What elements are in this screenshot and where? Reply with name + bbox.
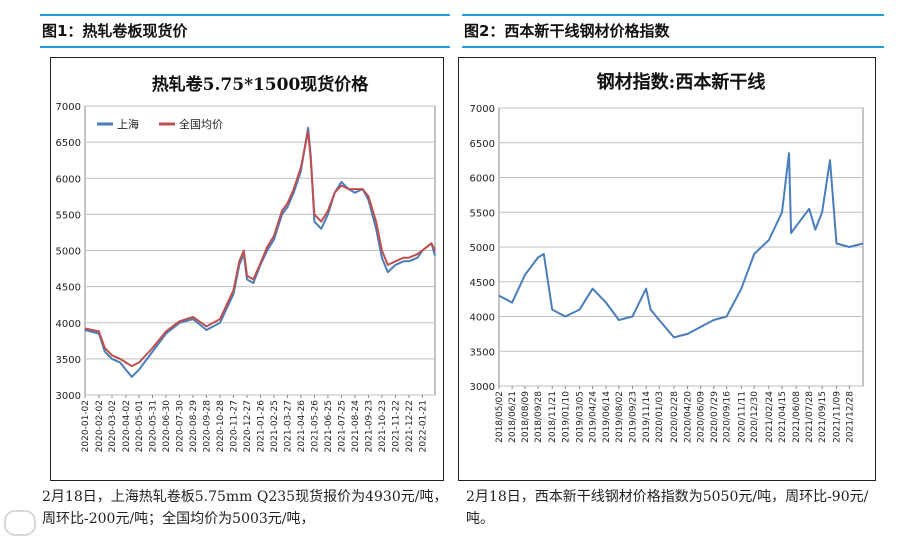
x-tick-label: 2021-11-22 <box>391 400 401 452</box>
x-tick-label: 2018/05/02 <box>495 391 505 443</box>
x-tick-label: 2020/12/30 <box>750 391 760 443</box>
y-tick-label: 3500 <box>470 347 495 358</box>
chart-2-svg: 钢材指数:西本新干线 3000 3500 4000 4500 5000 5500 6000 65… <box>470 71 864 443</box>
x-tick-label: 2020/04/20 <box>684 391 694 443</box>
x-tick-label: 2020-03-02 <box>108 400 118 452</box>
chart-1-frame: 热轧卷5.75*1500现货价格 3000 3500 4000 4500 5000 5500… <box>50 57 444 481</box>
x-tick-label: 2021/11/09 <box>833 391 843 443</box>
x-tick-label: 2019/01/10 <box>561 391 571 443</box>
x-tick-label: 2021/09/15 <box>818 391 828 443</box>
x-tick-label: 2020-05-31 <box>148 400 158 452</box>
x-tick-label: 2020-04-02 <box>122 400 132 452</box>
x-tick-label: 2020-09-28 <box>202 400 212 453</box>
chart-title: 钢材指数:西本新干线 <box>597 71 766 93</box>
x-tick-label: 2020/09/16 <box>723 391 733 443</box>
x-tick-label: 2018/08/09 <box>521 391 531 443</box>
x-tick-label: 2021/04/15 <box>778 391 788 443</box>
x-tick-label: 2019/03/05 <box>576 391 586 443</box>
y-tick-label: 4500 <box>470 278 495 289</box>
x-tick-label: 2021-10-23 <box>378 400 388 452</box>
title-rule-right <box>462 46 884 48</box>
chart-2-frame: 钢材指数:西本新干线 3000 3500 4000 4500 5000 5500 6000 65… <box>458 57 876 481</box>
x-tick-label: 2018/11/21 <box>548 391 558 443</box>
x-tick-label: 2020/02/28 <box>670 391 680 443</box>
x-tick-label: 2021-02-25 <box>270 400 280 452</box>
x-tick-label: 2021/07/28 <box>805 391 815 443</box>
x-tick-label: 2021-08-24 <box>351 400 361 453</box>
y-tick-label: 6500 <box>470 139 495 150</box>
x-tick-label: 2020-08-29 <box>189 400 199 453</box>
chart-1-svg: 热轧卷5.75*1500现货价格 3000 3500 4000 4500 5000 5500… <box>56 74 436 453</box>
x-tick-label: 2019/08/02 <box>615 391 625 443</box>
x-tick-label: 2021-05-26 <box>310 400 320 453</box>
x-tick-label: 2020/01/03 <box>655 391 665 443</box>
x-tick-label: 2019/06/14 <box>602 391 612 443</box>
figure-2-caption: 2月18日，西本新干线钢材价格指数为5050元/吨，周环比-90元/吨。 <box>466 489 869 527</box>
x-tick-label: 2020-05-01 <box>135 400 145 452</box>
x-tick-label: 2018/09/28 <box>534 391 544 443</box>
x-tick-label: 2020-11-27 <box>229 400 239 452</box>
figure-1-caption: 2月18日，上海热轧卷板5.75mm Q235现货报价为4930元/吨，周环比-… <box>42 489 448 527</box>
x-tick-label: 2021-03-27 <box>283 400 293 452</box>
x-tick-label: 2020-06-30 <box>162 400 172 453</box>
y-tick-label: 4000 <box>56 319 81 330</box>
x-tick-label: 2021-01-26 <box>256 400 266 453</box>
y-tick-label: 4000 <box>470 313 495 324</box>
title-rule-left <box>40 46 450 48</box>
x-tick-label: 2021-07-25 <box>337 400 347 452</box>
x-tick-label: 2020-10-28 <box>216 400 226 453</box>
watermark-logo <box>4 510 36 536</box>
x-tick-label: 2019/11/14 <box>642 391 652 443</box>
y-tick-label: 5000 <box>56 247 81 258</box>
y-tick-label: 3500 <box>56 355 81 366</box>
series-line-1 <box>84 126 436 378</box>
x-tick-label: 2019/04/24 <box>589 391 599 443</box>
y-tick-label: 5000 <box>470 243 495 254</box>
series-line-2 <box>84 130 436 368</box>
x-tick-label: 2021/06/08 <box>792 391 802 443</box>
top-rule-left <box>40 14 450 16</box>
x-tick-label: 2021-09-23 <box>364 400 374 452</box>
y-tick-label: 5500 <box>56 210 81 221</box>
y-tick-label: 3000 <box>56 391 81 402</box>
x-tick-label: 2020-12-27 <box>243 400 253 452</box>
chart-title: 热轧卷5.75*1500现货价格 <box>152 74 370 95</box>
series-line-1 <box>498 152 864 339</box>
y-tick-label: 7000 <box>470 104 495 115</box>
x-tick-label: 2020-02-02 <box>95 400 105 452</box>
x-tick-label: 2021-06-25 <box>324 400 334 452</box>
x-tick-label: 2021-12-22 <box>405 400 415 452</box>
x-tick-label: 2022-01-21 <box>418 400 428 452</box>
top-rule-right <box>462 14 884 16</box>
x-tick-label: 2018/06/21 <box>508 391 518 443</box>
y-tick-label: 7000 <box>56 102 81 113</box>
y-tick-label: 5500 <box>470 208 495 219</box>
x-tick-label: 2020/11/11 <box>737 391 747 443</box>
x-tick-label: 2020-07-30 <box>175 400 185 453</box>
figure-1-title: 图1：热轧卷板现货价 <box>42 22 188 40</box>
x-tick-label: 2020-01-02 <box>81 400 91 452</box>
x-tick-label: 2020/06/09 <box>697 391 707 443</box>
x-tick-label: 2020/07/29 <box>710 391 720 443</box>
figure-2-title: 图2：西本新干线钢材价格指数 <box>464 22 670 40</box>
x-tick-label: 2021/02/24 <box>765 391 775 443</box>
x-tick-label: 2021/12/28 <box>845 391 855 443</box>
legend-label-1: 上海 <box>117 117 139 131</box>
legend-label-2: 全国均价 <box>179 117 223 131</box>
x-tick-label: 2021-04-26 <box>297 400 307 453</box>
y-tick-label: 6000 <box>56 174 81 185</box>
y-tick-label: 3000 <box>470 382 495 393</box>
y-tick-label: 6500 <box>56 138 81 149</box>
y-tick-label: 6000 <box>470 174 495 185</box>
y-tick-label: 4500 <box>56 283 81 294</box>
x-tick-label: 2019/09/23 <box>628 391 638 443</box>
